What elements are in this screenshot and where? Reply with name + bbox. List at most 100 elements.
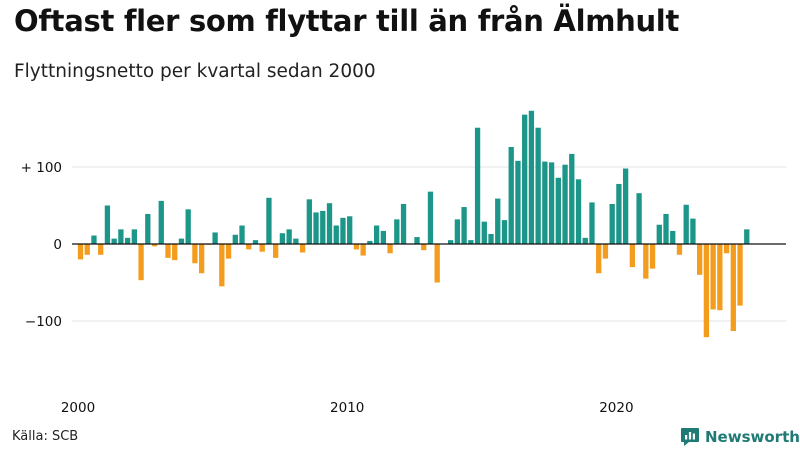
bar: [414, 237, 420, 244]
bar: [178, 238, 185, 244]
bar: [111, 238, 117, 244]
bar: [589, 202, 595, 244]
bar: [313, 212, 319, 244]
bar: [104, 205, 111, 244]
bar: [347, 216, 353, 244]
bar: [380, 230, 386, 244]
bar: [172, 244, 178, 261]
bar: [279, 233, 286, 244]
bar: [582, 237, 588, 244]
chart-subtitle: Flyttningsnetto per kvartal sedan 2000: [14, 61, 376, 82]
bar: [239, 225, 245, 244]
bar: [555, 177, 561, 244]
y-tick-label: + 100: [21, 160, 62, 176]
bar: [353, 244, 360, 250]
bar: [501, 220, 508, 244]
bar: [508, 146, 514, 244]
bar: [562, 164, 568, 244]
bar: [373, 225, 380, 244]
bar: [474, 127, 481, 244]
bar: [91, 235, 97, 244]
bar: [400, 203, 407, 244]
bar: [575, 179, 582, 244]
bar: [609, 203, 615, 244]
bar: [434, 244, 440, 283]
bar: [730, 244, 736, 332]
y-tick-label: −100: [25, 314, 62, 330]
bar: [98, 244, 104, 255]
bar: [273, 244, 279, 258]
bar: [198, 244, 205, 274]
brand-logo: Newsworthy: [680, 427, 800, 447]
bar: [387, 244, 393, 254]
chart-title: Oftast fler som flyttar till än från Älm…: [14, 4, 680, 38]
x-tick-label: 2000: [61, 400, 95, 416]
bar: [629, 244, 636, 268]
bar: [427, 191, 434, 244]
bar: [158, 200, 164, 244]
bar: [643, 244, 649, 279]
bar: [622, 168, 629, 244]
bar: [717, 244, 723, 311]
bar: [326, 203, 333, 244]
bar: [421, 244, 427, 251]
bar: [131, 229, 137, 244]
bar: [219, 244, 225, 287]
bar: [602, 244, 609, 259]
bar: [394, 219, 400, 244]
bar: [225, 244, 232, 259]
bar: [299, 244, 306, 253]
bar: [286, 229, 292, 244]
bar: [84, 244, 90, 255]
bar: [367, 240, 373, 244]
bar: [710, 244, 716, 310]
bar: [703, 244, 710, 338]
bar: [145, 213, 151, 244]
bar: [246, 244, 252, 250]
y-tick-label: 0: [53, 237, 62, 253]
bar: [185, 209, 191, 244]
bar: [320, 210, 326, 244]
newsworthy-logo-icon: [681, 428, 699, 446]
bar: [212, 232, 218, 244]
bar: [293, 238, 299, 244]
bar: [697, 244, 703, 275]
bar: [259, 244, 265, 252]
bar: [360, 244, 366, 256]
bar: [683, 204, 689, 244]
bar: [649, 244, 656, 269]
bar: [461, 207, 467, 244]
bar: [569, 153, 575, 244]
bar: [542, 161, 548, 244]
bar: [340, 217, 346, 244]
bar: [636, 193, 642, 244]
bar: [515, 160, 521, 244]
bar: [151, 244, 158, 247]
bar: [670, 230, 676, 244]
bar: [616, 183, 622, 244]
bar: [118, 229, 124, 244]
bar: [333, 225, 339, 244]
bar: [495, 198, 501, 244]
bar: [266, 197, 272, 244]
bar: [528, 110, 535, 244]
bar: [535, 127, 541, 244]
bar: [522, 114, 528, 244]
bar: [468, 240, 474, 244]
bar: [596, 244, 602, 274]
bar: [454, 219, 461, 244]
bar: [252, 240, 259, 244]
bar: [548, 162, 555, 244]
bar: [737, 244, 743, 306]
bar: [165, 244, 171, 258]
x-tick-label: 2010: [330, 400, 364, 416]
x-tick-label: 2020: [599, 400, 633, 416]
bar: [124, 237, 131, 244]
bar: [138, 244, 144, 281]
bar: [744, 229, 750, 244]
source-note: Källa: SCB: [12, 429, 79, 444]
bar: [663, 213, 669, 244]
bar: [656, 224, 662, 244]
brand-name: Newsworthy: [705, 428, 800, 446]
